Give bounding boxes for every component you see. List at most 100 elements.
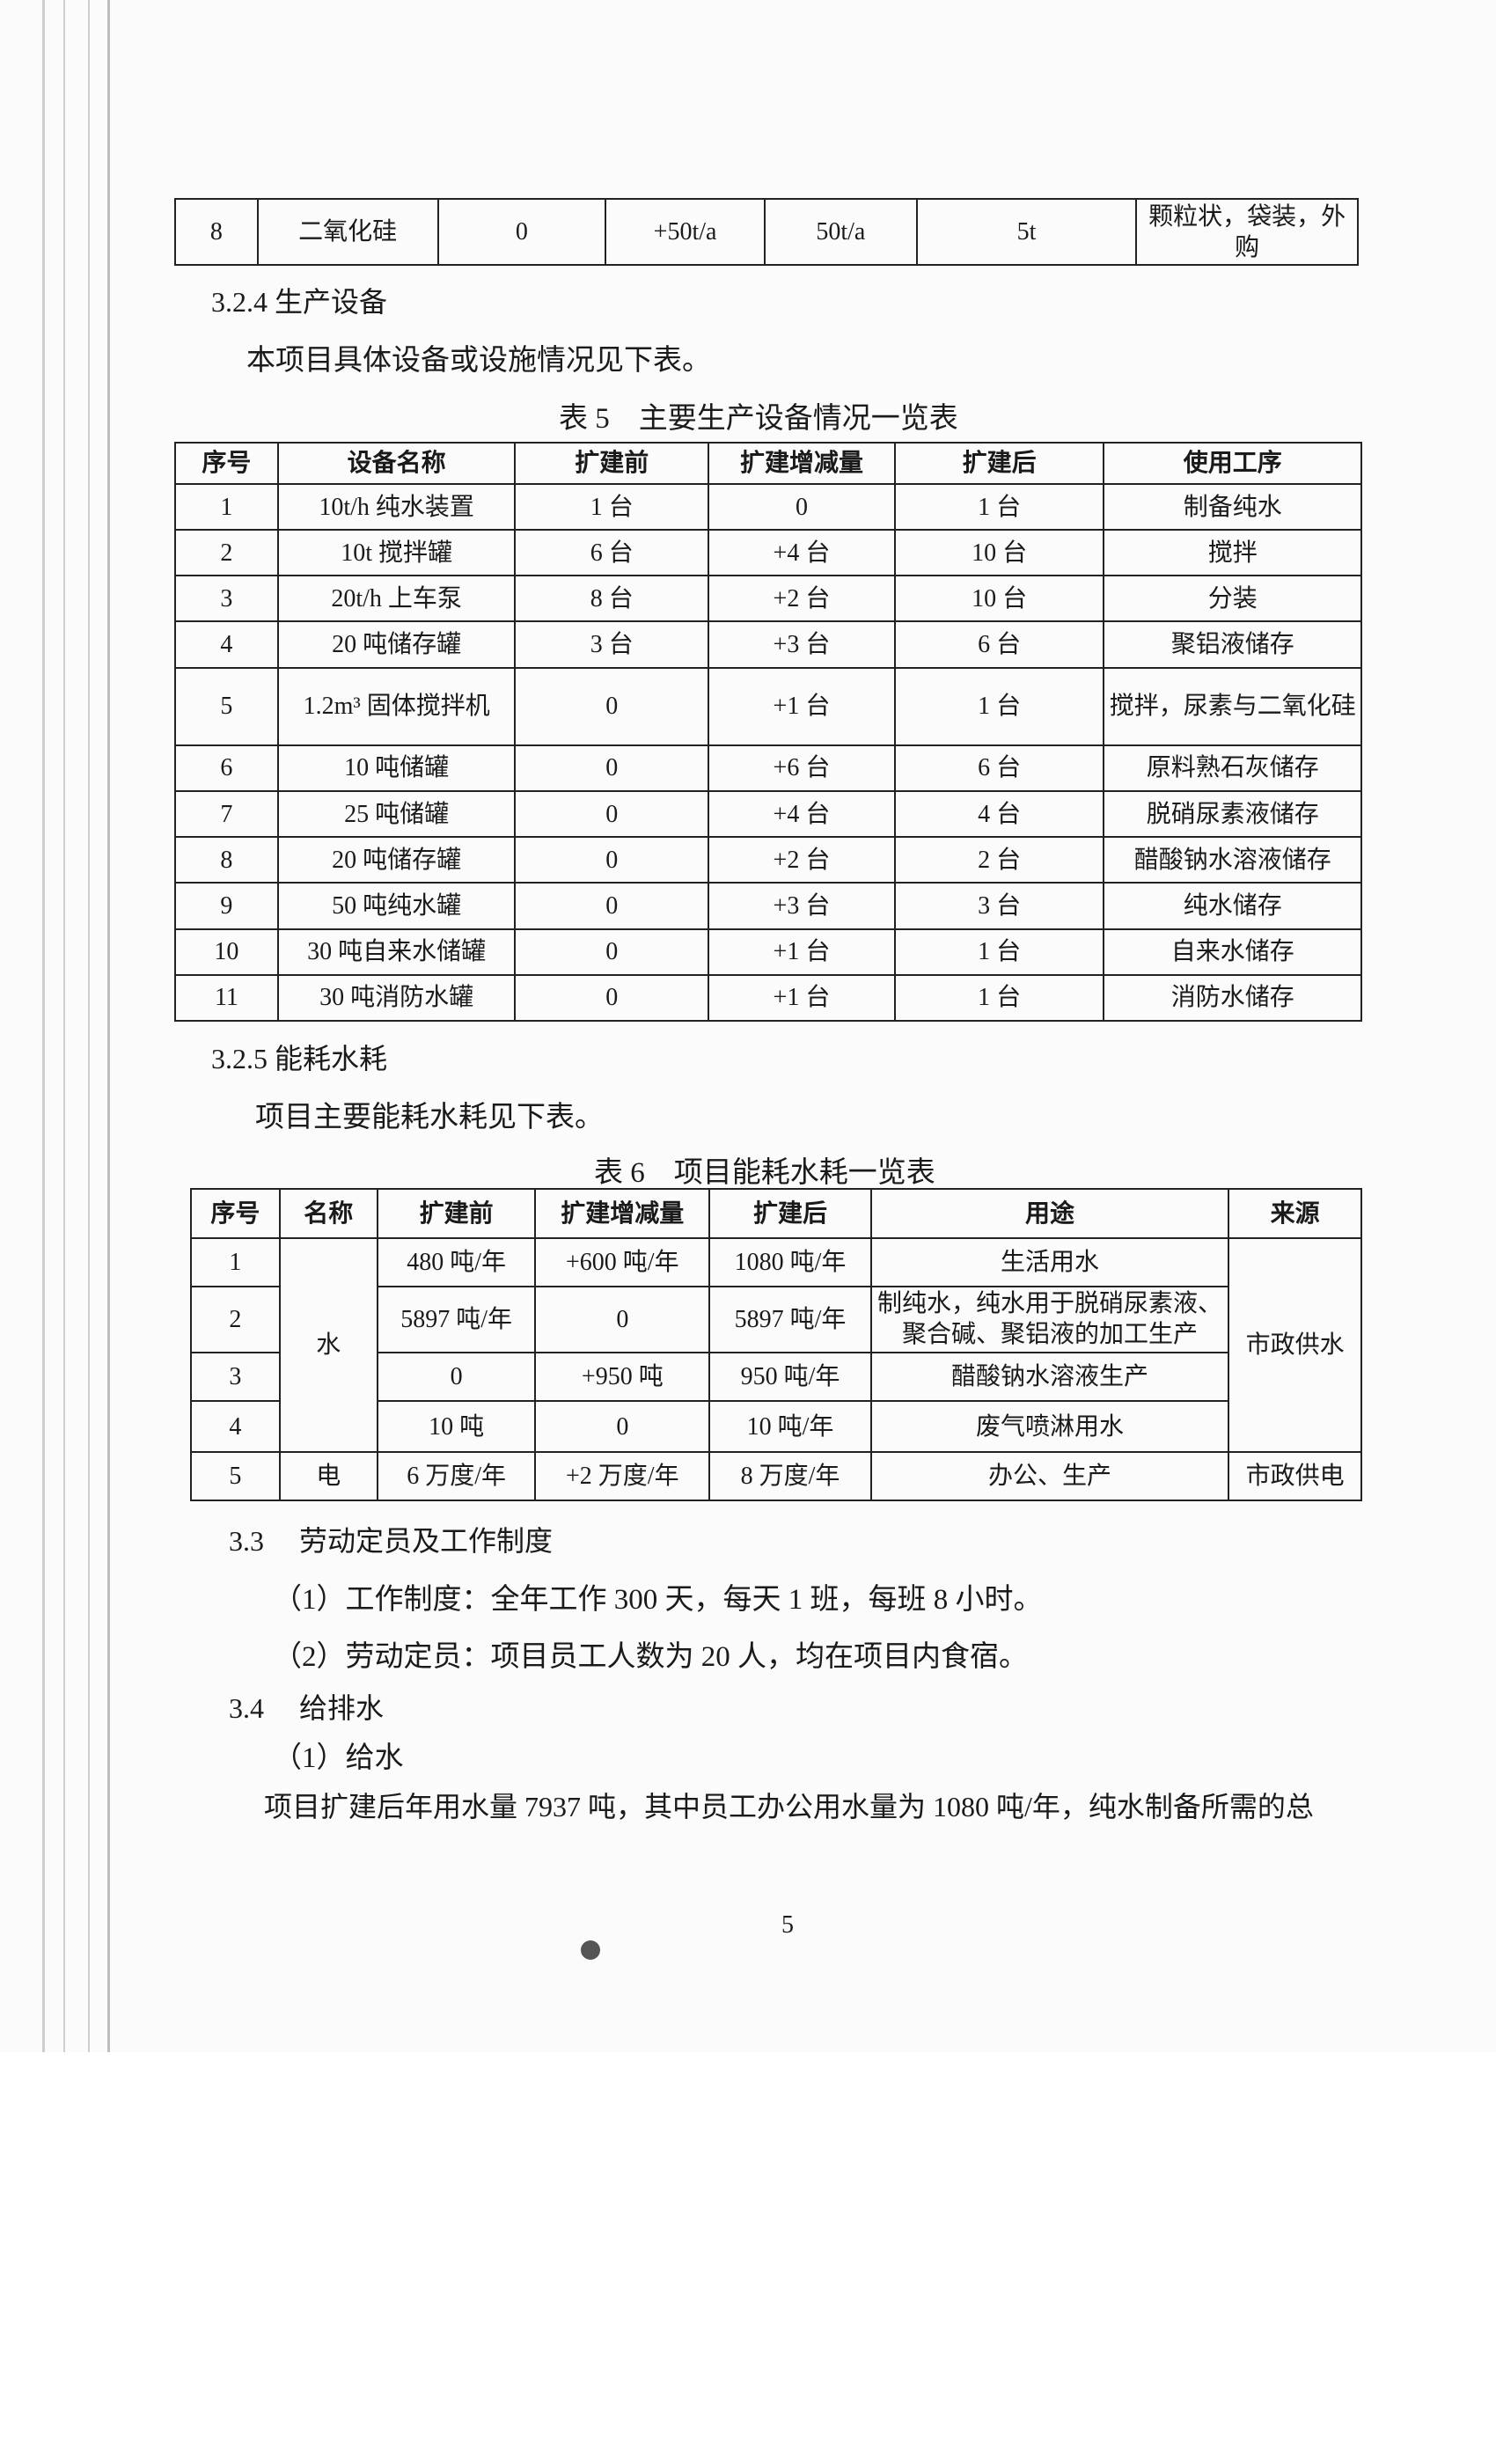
table-cell: 搅拌，尿素与二氧化硅 [1103,666,1362,746]
table-cell: 纯水储存 [1103,882,1362,930]
table-cell: 1 台 [514,482,710,532]
table-cell: 5897 吨/年 [708,1285,872,1354]
table-cell: 3 台 [514,620,710,669]
table-cell: 聚铝液储存 [1103,620,1362,669]
paragraph: （1）给水 [273,1742,404,1774]
table-cell: 0 [514,973,710,1023]
table-cell: 3 [174,575,279,623]
paragraph: 项目主要能耗水耗见下表。 [255,1102,604,1133]
table-cell: 废气喷淋用水 [869,1399,1230,1454]
materials-table-tail: 8 二氧化硅 0 +50t/a 50t/a 5t 颗粒状，袋装，外购 [174,198,1359,266]
table-cell: 20t/h 上车泵 [276,575,517,623]
column-header: 设备名称 [276,442,517,485]
table-cell: +1 台 [708,928,896,976]
table-cell: 分装 [1103,575,1362,623]
scan-edge-line [88,0,90,2052]
table-cell: 4 台 [893,790,1105,839]
table-cell: 50t/a [763,198,918,266]
table-cell: 10 台 [893,529,1105,577]
column-header: 名称 [278,1188,378,1239]
table-cell: 醋酸钠水溶液储存 [1103,836,1362,884]
table-cell: 30 吨自来水储罐 [276,928,517,976]
table-cell: 50 吨纯水罐 [276,882,517,930]
column-header: 扩建增减量 [534,1188,711,1239]
table-cell: 0 [514,666,710,746]
scanned-page [0,0,1496,2052]
table-cell: 9 [174,882,279,930]
table-cell: 生活用水 [869,1237,1230,1287]
table-cell: 2 台 [893,836,1105,884]
table-cell: 10t 搅拌罐 [276,529,517,577]
table-cell: 制纯水，纯水用于脱硝尿素液、聚合碱、聚铝液的加工生产 [869,1285,1230,1354]
table-cell: 5897 吨/年 [376,1285,537,1354]
table-cell: 30 吨消防水罐 [276,973,517,1023]
table-row: 1 水 480 吨/年 +600 吨/年 1080 吨/年 生活用水 市政供水 [190,1236,1362,1454]
table-cell: 4 [190,1399,281,1454]
table-cell: 20 吨储存罐 [276,836,517,884]
table-cell: 1080 吨/年 [708,1237,872,1287]
table-cell: 1 台 [893,973,1105,1023]
table-cell: 1 [174,482,279,532]
table-cell: 2 [174,529,279,577]
paragraph: 项目扩建后年用水量 7937 吨，其中员工办公用水量为 1080 吨/年，纯水制… [264,1791,1314,1822]
table-cell: +2 台 [708,575,896,623]
table-cell: 0 [708,482,896,532]
table-cell: 950 吨/年 [708,1352,872,1402]
table-cell: 10 吨/年 [708,1399,872,1454]
table-cell: 480 吨/年 [376,1237,537,1287]
table-cell: +1 台 [708,973,896,1023]
table-cell: 1 台 [893,482,1105,532]
table-cell: +4 台 [708,790,896,839]
scan-edge-line [42,0,45,2052]
table-cell: 8 台 [514,575,710,623]
paragraph: （1）工作制度：全年工作 300 天，每天 1 班，每班 8 小时。 [273,1584,1043,1616]
table-cell: 0 [436,198,607,266]
table-cell: 4 [174,620,279,669]
table-cell: 水 [278,1236,378,1454]
table-cell: +3 台 [708,620,896,669]
table-cell: +6 台 [708,744,896,793]
column-header: 扩建前 [376,1188,537,1239]
table-cell: +3 台 [708,882,896,930]
paragraph: （2）劳动定员：项目员工人数为 20 人，均在项目内食宿。 [273,1641,1028,1673]
table-cell: 5 [190,1451,281,1501]
scan-edge-line [107,0,110,2052]
table-cell: 10 吨 [376,1399,537,1454]
table-header-row: 序号 名称 扩建前 扩建增减量 扩建后 用途 来源 [190,1188,1362,1239]
table-cell: 市政供水 [1228,1236,1362,1454]
table-cell: +50t/a [605,198,766,266]
table-cell: 20 吨储存罐 [276,620,517,669]
table-cell: +1 台 [708,666,896,746]
table-cell: 市政供电 [1228,1451,1362,1501]
paragraph: 本项目具体设备或设施情况见下表。 [246,345,711,377]
table-cell: 5t [915,198,1138,266]
column-header: 扩建后 [708,1188,872,1239]
column-header: 序号 [190,1188,281,1239]
table-cell: 3 台 [893,882,1105,930]
energy-water-table: 序号 名称 扩建前 扩建增减量 扩建后 用途 来源 1 水 480 吨/年 +600 吨/年 108… [190,1188,1362,1501]
table-caption: 表 6 项目能耗水耗一览表 [594,1157,935,1189]
table-cell: 1.2m³ 固体搅拌机 [276,666,517,746]
table-cell: 搅拌 [1103,529,1362,577]
table-cell: 6 万度/年 [376,1451,537,1501]
table-cell: 10 吨储罐 [276,744,517,793]
table-cell: 电 [278,1451,378,1501]
table-cell: 0 [376,1352,537,1402]
table-cell: 6 台 [514,529,710,577]
table-cell: 制备纯水 [1103,482,1362,532]
table-cell: 6 台 [893,620,1105,669]
table-cell: 1 [190,1237,281,1287]
column-header: 扩建前 [514,442,710,485]
table-cell: +4 台 [708,529,896,577]
table-cell: 6 台 [893,744,1105,793]
table-cell: 1 台 [893,666,1105,746]
table-cell: 颗粒状，袋装，外购 [1135,198,1359,266]
table-cell: 办公、生产 [869,1451,1230,1501]
column-header: 扩建增减量 [708,442,896,485]
table-cell: 8 [174,836,279,884]
page-number: 5 [781,1911,794,1939]
